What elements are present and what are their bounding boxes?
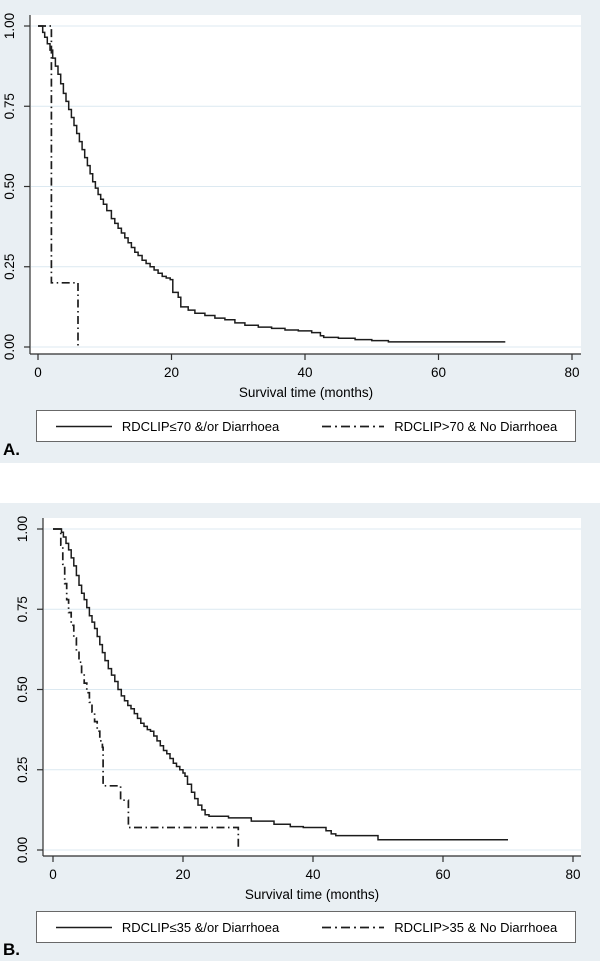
panel-label-a: A. — [3, 440, 20, 459]
y-tick-label: 1.00 — [15, 516, 30, 542]
panel-b-axes — [42, 518, 581, 857]
solid-line-sample-icon — [55, 926, 112, 928]
survival-curve-dashdot — [38, 25, 79, 347]
panel-b-series — [53, 528, 508, 850]
dashdot-line-sample-icon — [322, 425, 385, 427]
panel-b: 0.00 0.25 0.50 0.75 1.00 0 20 40 60 80 Survival t… — [0, 503, 600, 961]
legend-label: RDCLIP>35 & No Diarrhoea — [394, 919, 558, 935]
y-tick-label: 0.25 — [2, 254, 17, 280]
panel-b-gridlines — [44, 528, 581, 851]
y-tick-label: 0.50 — [2, 173, 17, 199]
panel-label-b: B. — [3, 940, 20, 959]
legend-entry: RDCLIP≤35 &/or Diarrhoea — [55, 920, 279, 935]
y-tick-label: 0.00 — [15, 837, 30, 863]
panel-b-chart: 0.00 0.25 0.50 0.75 1.00 0 20 40 60 80 Survival t… — [15, 516, 581, 902]
solid-line-sample-icon — [55, 425, 112, 427]
dashdot-line-sample-icon — [322, 926, 385, 928]
legend-b: RDCLIP≤35 &/or Diarrhoea RDCLIP>35 & No … — [36, 911, 576, 943]
x-tick-label: 40 — [297, 365, 312, 380]
x-tick-label: 60 — [431, 365, 446, 380]
survival-curve-solid — [53, 528, 508, 841]
legend-entry: RDCLIP>70 & No Diarrhoea — [321, 419, 557, 434]
panel-b-ticks: 0.00 0.25 0.50 0.75 1.00 0 20 40 60 80 — [15, 516, 581, 882]
legend-label: RDCLIP≤70 &/or Diarrhoea — [121, 418, 280, 434]
legend-label: RDCLIP≤35 &/or Diarrhoea — [121, 919, 280, 935]
y-tick-label: 0.00 — [2, 334, 17, 360]
panel-a-ticks: 0.00 0.25 0.50 0.75 1.00 0 20 40 60 80 — [2, 13, 580, 380]
legend-a: RDCLIP≤70 &/or Diarrhoea RDCLIP>70 & No … — [36, 410, 576, 442]
x-tick-label: 20 — [164, 365, 179, 380]
panel-a-series — [38, 25, 506, 347]
y-tick-label: 0.50 — [15, 676, 30, 702]
x-tick-label: 0 — [49, 867, 57, 882]
survival-curve-dashdot — [53, 528, 240, 850]
panel-a-gridlines — [31, 25, 581, 348]
panel-a: 0.00 0.25 0.50 0.75 1.00 0 20 40 60 80 Survival t… — [0, 0, 600, 463]
x-tick-label: 0 — [34, 365, 42, 380]
legend-entry: RDCLIP>35 & No Diarrhoea — [321, 920, 557, 935]
x-tick-label: 80 — [565, 867, 580, 882]
x-tick-label: 60 — [435, 867, 450, 882]
y-tick-label: 0.25 — [15, 757, 30, 783]
x-tick-label: 80 — [564, 365, 579, 380]
x-tick-label: 40 — [305, 867, 320, 882]
plot-area — [43, 518, 581, 856]
survival-curve-solid — [38, 25, 506, 343]
legend-entry: RDCLIP≤70 &/or Diarrhoea — [55, 419, 279, 434]
y-tick-label: 0.75 — [2, 93, 17, 119]
legend-label: RDCLIP>70 & No Diarrhoea — [394, 418, 558, 434]
plot-area — [30, 15, 581, 354]
x-axis-title: Survival time (months) — [245, 887, 379, 902]
panel-a-chart: 0.00 0.25 0.50 0.75 1.00 0 20 40 60 80 Survival t… — [2, 13, 581, 400]
x-tick-label: 20 — [175, 867, 190, 882]
y-tick-label: 0.75 — [15, 596, 30, 622]
y-tick-label: 1.00 — [2, 13, 17, 39]
x-axis-title: Survival time (months) — [239, 385, 373, 400]
